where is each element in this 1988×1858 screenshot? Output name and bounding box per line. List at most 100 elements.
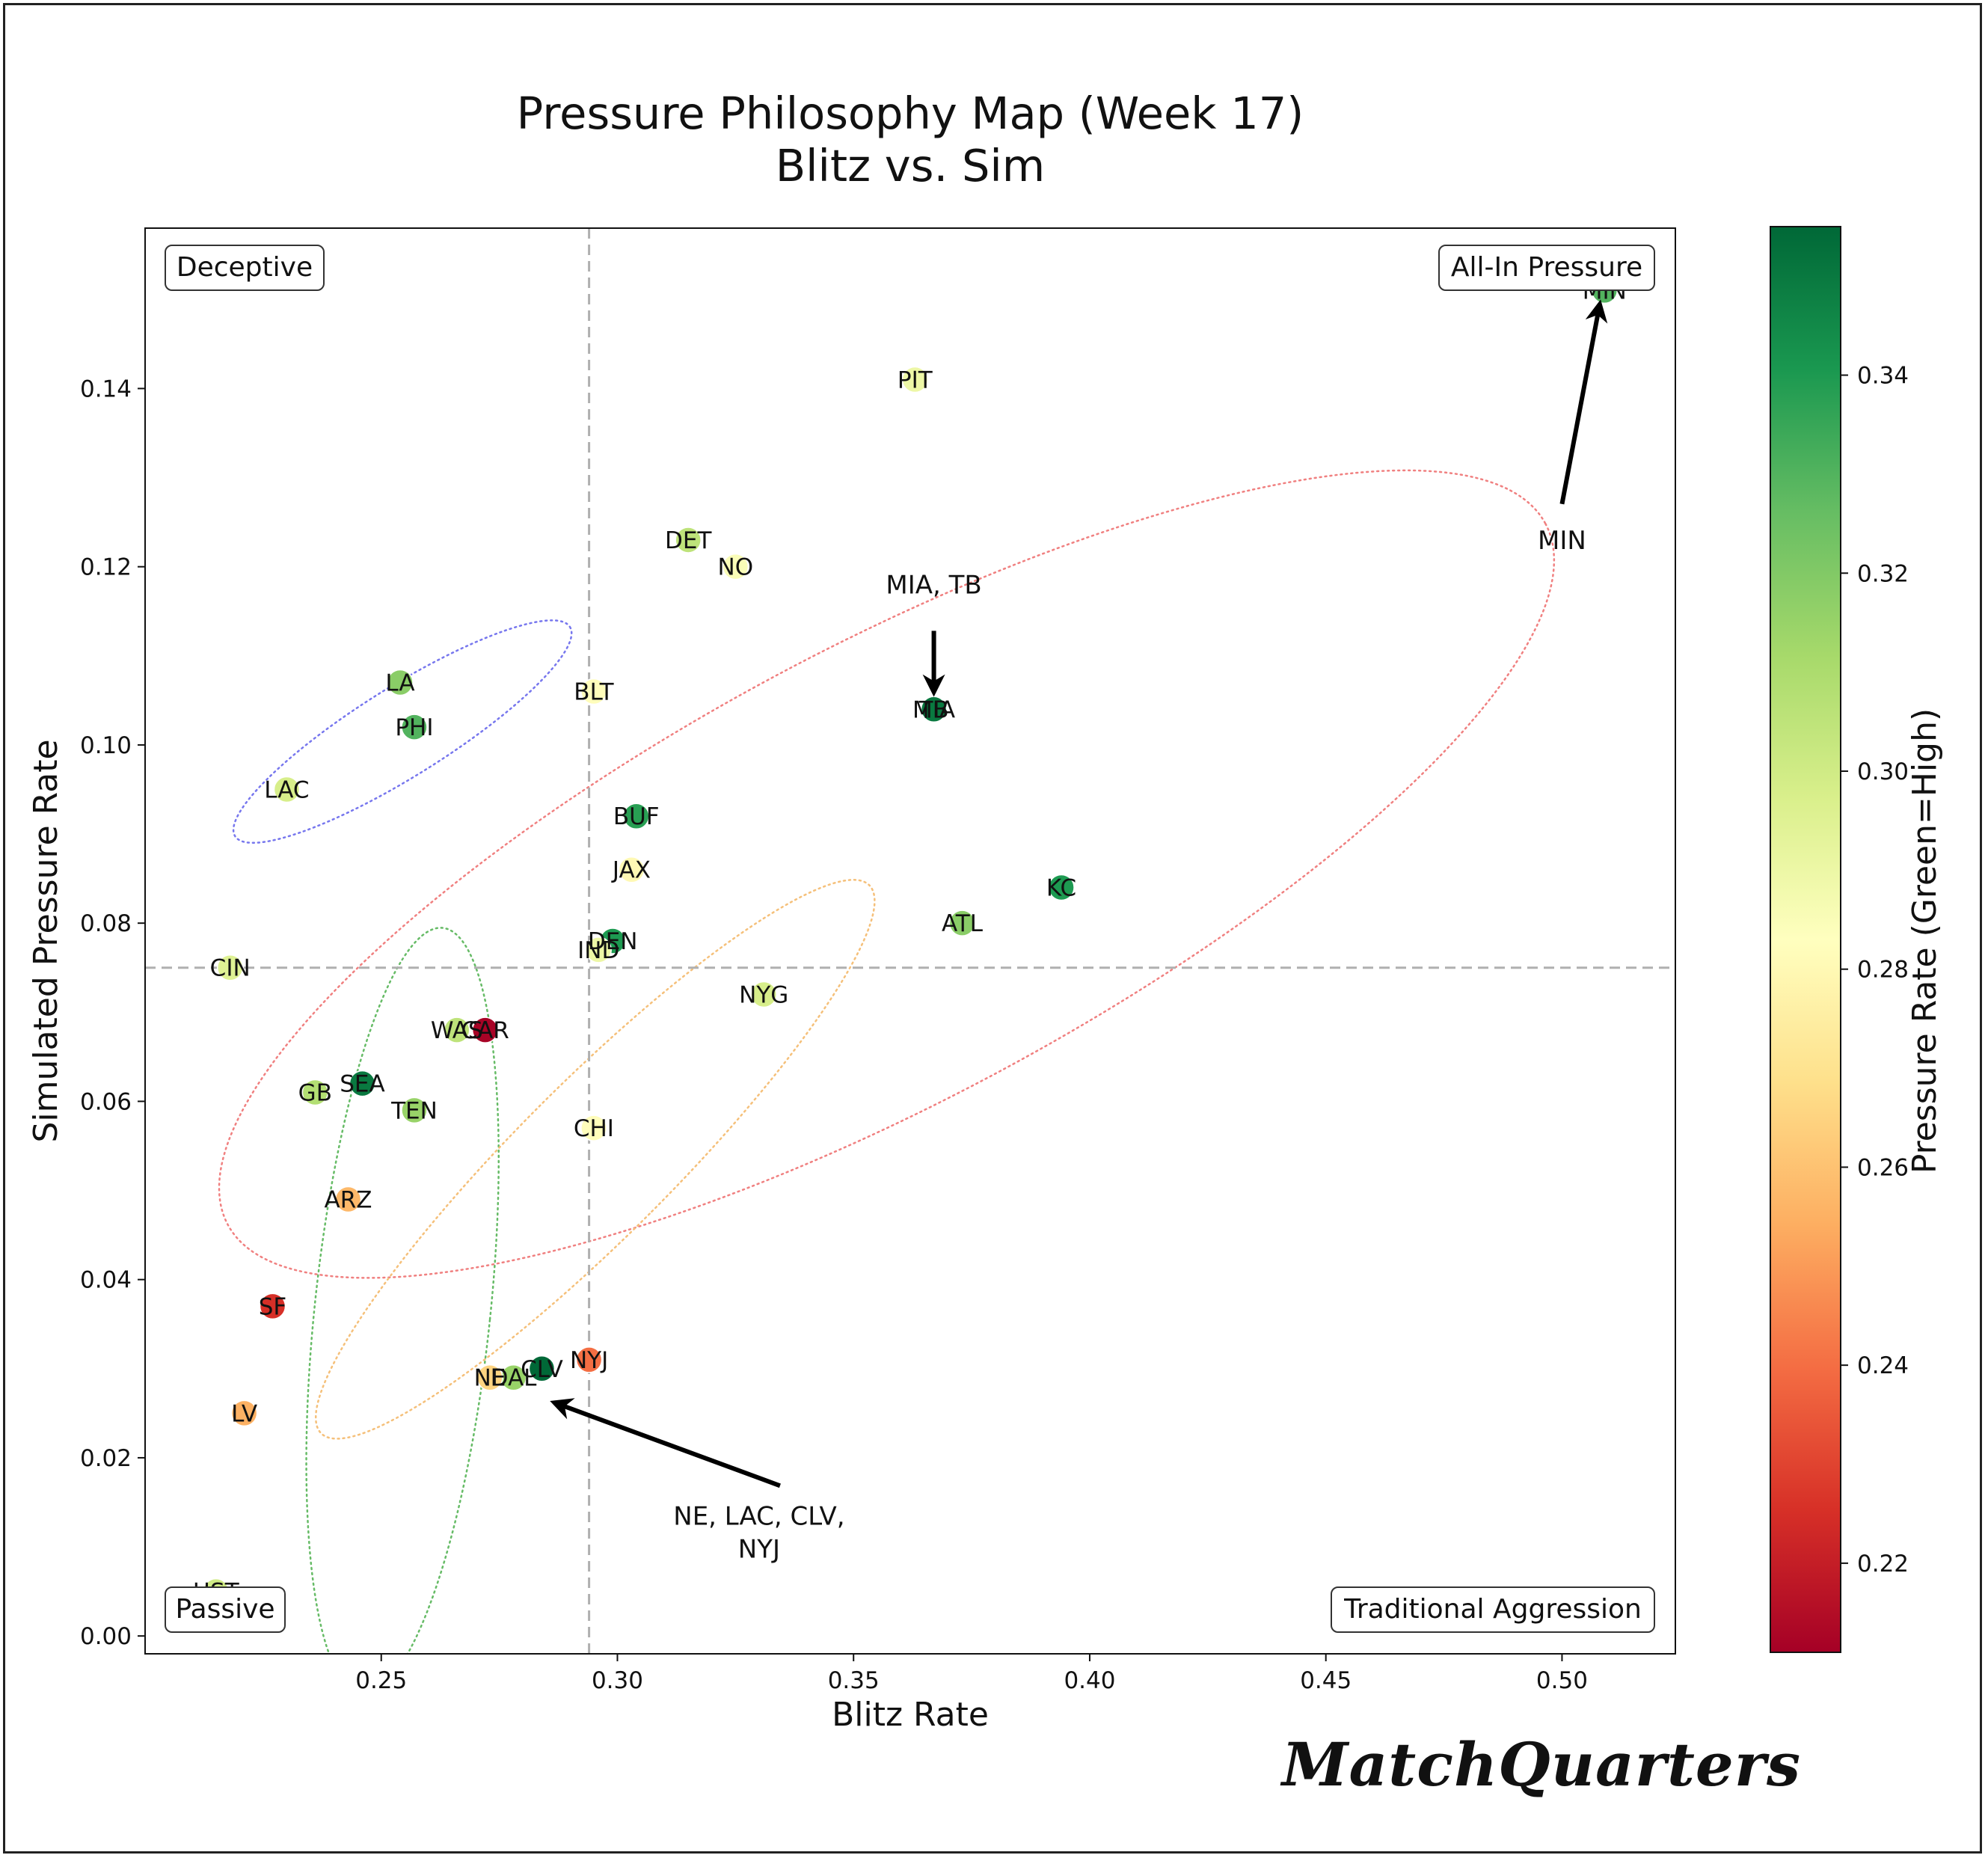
label-den: DEN — [588, 928, 638, 955]
point-kc — [1048, 874, 1075, 901]
colorbar-title: Pressure Rate (Green=High) — [1906, 708, 1944, 1174]
point-ind — [585, 936, 612, 963]
y-tick-label: 0.12 — [80, 554, 132, 581]
y-tick-label: 0.06 — [80, 1088, 132, 1115]
point-ne — [476, 1364, 503, 1391]
y-tick-label: 0.14 — [80, 375, 132, 402]
plot-area — [144, 227, 1676, 1655]
x-tick-label: 0.45 — [1300, 1667, 1352, 1694]
point-gb — [301, 1079, 329, 1106]
y-axis-title: Simulated Pressure Rate — [27, 739, 65, 1142]
label-ten: TEN — [390, 1097, 438, 1124]
callout-label: MIA, TB — [886, 570, 981, 600]
label-atl: ATL — [942, 910, 984, 937]
colorbar-tick-label: 0.30 — [1857, 758, 1909, 785]
quadrant-box-all-in — [1438, 245, 1655, 291]
quadrant-box-deceptive — [165, 245, 325, 291]
callout-arrow — [550, 1398, 781, 1488]
quadrant-labels: Deceptive All-In Pressure Passive Tradit… — [165, 245, 1655, 1633]
quadrant-box-passive — [165, 1586, 286, 1633]
label-ne: NE — [474, 1365, 506, 1392]
label-gb: GB — [298, 1080, 332, 1107]
point-nyg — [750, 981, 777, 1008]
label-sf: SF — [259, 1293, 287, 1320]
label-no: NO — [718, 554, 754, 581]
y-tick-label: 0.10 — [80, 732, 132, 759]
label-blt: BLT — [574, 678, 614, 705]
x-axis-ticks: 0.25 0.30 0.35 0.40 0.45 0.50 — [355, 1654, 1588, 1694]
point-ten — [401, 1097, 428, 1124]
chart-title: Pressure Philosophy Map (Week 17) — [517, 88, 1304, 139]
y-tick-label: 0.02 — [80, 1445, 132, 1472]
point-arz — [334, 1186, 362, 1213]
callout-label-line2: NYJ — [738, 1534, 780, 1564]
callout-arrow — [1559, 299, 1608, 505]
label-jax: JAX — [611, 857, 651, 884]
point-cin — [216, 954, 244, 981]
point-jax — [618, 856, 645, 883]
chart-subtitle: Blitz vs. Sim — [776, 140, 1046, 191]
point-lac — [273, 776, 301, 803]
cluster-ellipse — [218, 469, 1556, 1279]
cluster-ellipse — [232, 619, 573, 844]
label-det: DET — [665, 527, 712, 554]
callout-label: NE, LAC, CLV, — [673, 1501, 844, 1531]
y-tick-label: 0.00 — [80, 1623, 132, 1650]
colorbar-tick-label: 0.28 — [1857, 957, 1909, 984]
point-chi — [580, 1115, 607, 1141]
point-la — [387, 669, 414, 696]
point-no — [722, 553, 749, 580]
x-tick-label: 0.35 — [828, 1667, 880, 1694]
colorbar-tick-label: 0.24 — [1857, 1352, 1909, 1379]
x-tick-label: 0.40 — [1064, 1667, 1115, 1694]
label-phi: PHI — [395, 714, 433, 741]
callouts: MIN MIA, TB NE, LAC, CLV,NYJ — [550, 299, 1608, 1564]
point-was — [444, 1017, 470, 1043]
quadrant-box-traditional — [1331, 1586, 1655, 1633]
point-lv — [230, 1399, 258, 1427]
colorbar-tick-label: 0.34 — [1857, 363, 1909, 390]
colorbar-ticks: 0.22 0.24 0.26 0.28 0.30 0.32 0.34 — [1841, 363, 1909, 1578]
label-pit: PIT — [898, 367, 933, 394]
colorbar-tick-label: 0.26 — [1857, 1154, 1909, 1181]
point-det — [675, 527, 702, 554]
label-was: WAS — [431, 1017, 483, 1044]
label-lv: LV — [231, 1400, 257, 1427]
colorbar-tick-label: 0.22 — [1857, 1551, 1909, 1578]
cluster-ellipse — [305, 927, 500, 1654]
label-clv: CLV — [521, 1356, 563, 1383]
y-axis-ticks: 0.00 0.02 0.04 0.06 0.08 0.10 0.12 0.14 — [80, 375, 145, 1650]
label-nyg: NYG — [739, 981, 788, 1008]
x-axis-title: Blitz Rate — [832, 1696, 989, 1734]
callout-label: MIN — [1538, 526, 1586, 556]
point-atl — [948, 910, 976, 936]
label-ind: IND — [577, 937, 619, 964]
label-tb: TB — [918, 696, 948, 723]
team-points — [202, 277, 1619, 1605]
x-tick-label: 0.25 — [355, 1667, 407, 1694]
label-lac: LAC — [264, 776, 309, 803]
point-nyj — [575, 1346, 603, 1373]
point-phi — [401, 714, 428, 741]
mean-lines — [145, 228, 1675, 1654]
label-car: CAR — [461, 1017, 509, 1044]
cluster-ellipses — [218, 469, 1556, 1654]
quadrant-label-deceptive: Deceptive — [177, 252, 313, 283]
point-sea — [349, 1070, 376, 1097]
label-cin: CIN — [210, 955, 251, 982]
label-arz: ARZ — [325, 1186, 372, 1213]
quadrant-label-all-in: All-In Pressure — [1451, 252, 1642, 283]
label-sea: SEA — [340, 1071, 384, 1098]
colorbar-tick-label: 0.32 — [1857, 560, 1909, 587]
point-clv — [528, 1355, 556, 1382]
y-tick-label: 0.08 — [80, 910, 132, 937]
label-la: LA — [385, 670, 414, 697]
quadrant-label-passive: Passive — [175, 1594, 274, 1625]
label-mia: MIA — [912, 696, 955, 723]
point-blt — [580, 678, 607, 705]
point-car — [471, 1017, 499, 1043]
y-tick-label: 0.04 — [80, 1267, 132, 1294]
label-kc: KC — [1046, 875, 1076, 902]
label-chi: CHI — [574, 1115, 614, 1142]
